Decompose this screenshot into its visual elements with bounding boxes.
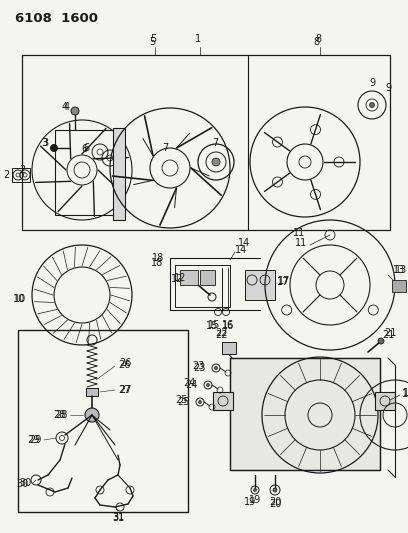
Circle shape: [253, 489, 257, 491]
Text: 28: 28: [53, 410, 66, 420]
Bar: [230, 358, 380, 470]
Text: 26: 26: [119, 358, 131, 368]
Text: 30: 30: [20, 478, 32, 488]
Text: 29: 29: [28, 435, 40, 445]
Bar: [222, 342, 236, 354]
Text: 26: 26: [118, 360, 131, 370]
Text: 1: 1: [403, 388, 408, 398]
Bar: [392, 280, 406, 292]
Text: 5: 5: [149, 37, 155, 47]
Text: 14: 14: [238, 238, 250, 248]
Circle shape: [206, 384, 209, 386]
Text: 22: 22: [216, 330, 228, 340]
Circle shape: [51, 144, 58, 151]
Text: 29: 29: [30, 435, 42, 445]
Text: 27: 27: [119, 385, 131, 395]
Text: 12: 12: [174, 273, 186, 283]
Text: 31: 31: [112, 512, 124, 522]
Text: 20: 20: [269, 499, 281, 509]
Bar: [12, 168, 30, 182]
Text: 31: 31: [112, 513, 124, 523]
Text: 13: 13: [393, 265, 405, 275]
Bar: [86, 388, 98, 396]
Text: 10: 10: [13, 294, 25, 304]
Text: 27: 27: [118, 385, 131, 395]
Text: 9: 9: [369, 78, 375, 88]
Bar: [200, 270, 215, 285]
Text: 4: 4: [62, 102, 68, 112]
Text: 1: 1: [402, 389, 408, 399]
Text: 4: 4: [64, 102, 70, 112]
Text: 16: 16: [222, 321, 234, 331]
Text: 3: 3: [41, 138, 47, 148]
Text: 9: 9: [385, 83, 391, 93]
Text: 8: 8: [313, 37, 319, 47]
Text: 25: 25: [177, 397, 190, 407]
Text: 23: 23: [193, 361, 205, 371]
Bar: [22, 55, 390, 230]
Text: 18: 18: [152, 253, 164, 263]
Text: 18: 18: [151, 258, 163, 268]
Circle shape: [378, 338, 384, 344]
Bar: [55, 130, 115, 215]
Text: 15: 15: [206, 321, 218, 331]
Text: 19: 19: [249, 495, 261, 505]
Text: 3: 3: [42, 138, 48, 148]
Text: 30: 30: [17, 479, 29, 489]
Text: 11: 11: [295, 238, 307, 248]
Text: 2: 2: [19, 165, 25, 175]
Bar: [245, 270, 275, 300]
Circle shape: [370, 102, 375, 108]
Text: 12: 12: [171, 274, 183, 284]
Text: 1: 1: [195, 34, 201, 44]
Text: 8: 8: [315, 34, 321, 44]
Circle shape: [212, 158, 220, 166]
Circle shape: [215, 367, 217, 369]
Text: 5: 5: [150, 34, 156, 44]
Text: 21: 21: [382, 330, 395, 340]
Text: 24: 24: [186, 380, 198, 390]
Text: 15: 15: [208, 320, 220, 330]
Text: 14: 14: [235, 245, 247, 255]
Bar: [230, 358, 380, 470]
Bar: [375, 392, 395, 410]
Text: 28: 28: [55, 410, 68, 420]
Text: 7: 7: [162, 143, 168, 153]
Text: 23: 23: [194, 363, 206, 373]
Text: 22: 22: [216, 328, 228, 338]
Circle shape: [199, 400, 202, 403]
Text: 17: 17: [277, 277, 289, 287]
Circle shape: [85, 408, 99, 422]
Text: 16: 16: [222, 320, 234, 330]
Bar: [180, 270, 198, 285]
Circle shape: [71, 107, 79, 115]
Text: 6108  1600: 6108 1600: [15, 12, 98, 25]
Text: 10: 10: [14, 294, 26, 304]
Text: 6: 6: [82, 144, 88, 154]
Text: 2: 2: [4, 170, 10, 180]
Bar: [213, 392, 233, 410]
Circle shape: [273, 488, 277, 492]
Text: 6: 6: [84, 143, 90, 153]
Bar: [18, 330, 188, 512]
Bar: [113, 128, 125, 220]
Text: 11: 11: [293, 228, 305, 238]
Text: 7: 7: [212, 138, 218, 148]
Text: 25: 25: [175, 395, 188, 405]
Bar: [175, 265, 230, 307]
Circle shape: [186, 274, 194, 282]
Text: 21: 21: [384, 328, 397, 338]
Text: 20: 20: [269, 497, 281, 507]
Text: 13: 13: [395, 265, 407, 275]
Text: 17: 17: [278, 276, 290, 286]
Text: 24: 24: [184, 378, 196, 388]
Text: 19: 19: [244, 497, 256, 507]
